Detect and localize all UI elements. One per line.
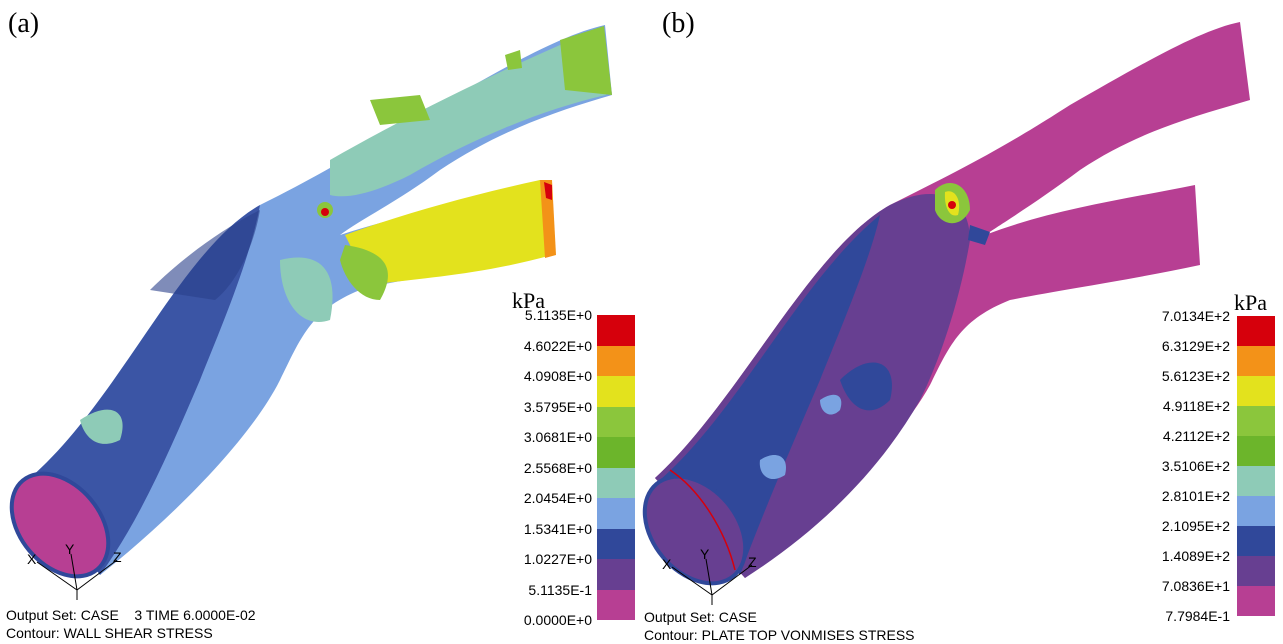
footer-output-set: Output Set: CASE [644, 609, 757, 625]
legend-tick-label: 2.5568E+0 [523, 459, 592, 476]
wall-shear-stress-model [9, 25, 612, 579]
vonmises-stress-model [642, 22, 1250, 586]
legend-tick-label: 4.6022E+0 [523, 337, 592, 354]
legend-tick-label: 5.1135E+0 [524, 307, 592, 323]
legend-tick-label: 5.1135E-1 [528, 581, 592, 598]
legend-tick-label: 4.9118E+2 [1162, 398, 1230, 414]
legend-tick-label: 3.5106E+2 [1161, 458, 1230, 474]
legend-tick-label: 0.0000E+0 [523, 612, 592, 628]
legend-swatch [1237, 436, 1275, 466]
axis-z-label: Z [748, 554, 757, 570]
legend-tick-label: 1.5341E+0 [523, 520, 592, 537]
legend-unit: kPa [512, 288, 545, 313]
legend-tick-label: 7.0836E+1 [1161, 578, 1230, 594]
legend-swatch [1237, 316, 1275, 346]
legend-swatch [1237, 406, 1275, 436]
legend-tick-label: 7.0134E+2 [1161, 308, 1230, 324]
axis-x-label: X [27, 551, 37, 567]
legend-swatch [597, 345, 635, 376]
legend-tick-label: 3.0681E+0 [523, 429, 592, 445]
legend-tick-label: 1.0227E+0 [523, 551, 592, 567]
panel-label: (b) [662, 8, 695, 39]
legend-swatch [1237, 376, 1275, 406]
legend-swatch [597, 559, 635, 590]
footer-output-set: Output Set: CASE 3 TIME 6.0000E-02 [6, 607, 256, 623]
axis-y-label: Y [700, 546, 710, 562]
legend-tick-label: 4.2112E+2 [1162, 428, 1230, 444]
axis-z-label: Z [113, 549, 122, 565]
legend-tick-label: 3.5795E+0 [523, 398, 592, 415]
legend-swatch [597, 315, 635, 346]
legend-swatch [1237, 586, 1275, 616]
legend-swatch [1237, 496, 1275, 526]
legend-swatch [1237, 526, 1275, 556]
footer-contour: Contour: WALL SHEAR STRESS [6, 625, 213, 641]
legend-tick-label: 2.8101E+2 [1161, 488, 1230, 504]
legend-unit: kPa [1234, 290, 1267, 315]
legend-tick-label: 7.7984E-1 [1165, 608, 1230, 624]
legend-swatch [597, 589, 635, 620]
axis-x-label: X [662, 556, 672, 572]
legend-swatch [597, 467, 635, 498]
legend-tick-label: 6.3129E+2 [1161, 338, 1230, 354]
legend-swatch [597, 498, 635, 529]
legend-tick-label: 2.0454E+0 [523, 490, 592, 506]
axes-triad: X Y Z [662, 546, 757, 605]
legend-swatch [1237, 556, 1275, 586]
legend-swatch [597, 376, 635, 407]
legend-swatch [1237, 466, 1275, 496]
legend-swatch [1237, 346, 1275, 376]
axes-triad: X Y Z [27, 541, 122, 600]
panel-b: (b) X Y Z kPa 7.0134E+2 6.3129E+2 5.6123E+… [640, 0, 1283, 644]
legend-swatch [597, 406, 635, 437]
panel-label: (a) [8, 8, 40, 39]
panel-a: (a) X Y Z kPa 5.1135E+0 4.6 [0, 0, 640, 644]
legend-tick-label: 5.6123E+2 [1161, 368, 1230, 384]
legend-tick-label: 1.4089E+2 [1161, 548, 1230, 564]
legend-swatch [597, 437, 635, 468]
footer-contour: Contour: PLATE TOP VONMISES STRESS [644, 627, 915, 643]
axis-y-label: Y [65, 541, 75, 557]
legend-tick-label: 4.0908E+0 [523, 368, 592, 384]
legend-swatch [597, 528, 635, 559]
legend-tick-label: 2.1095E+2 [1161, 518, 1230, 534]
